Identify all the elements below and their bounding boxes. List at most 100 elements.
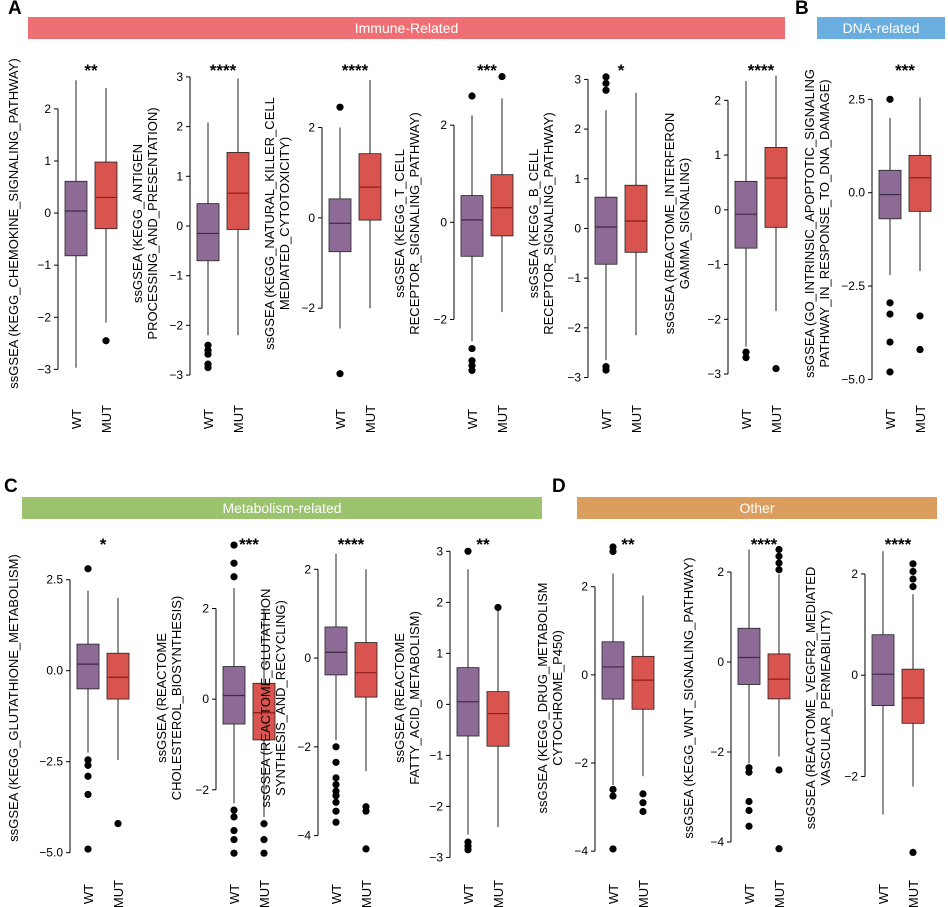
significance-stars: **** xyxy=(338,535,365,554)
wt-box xyxy=(76,643,100,690)
y-tick-label: −1 xyxy=(429,748,443,762)
significance-stars: ** xyxy=(621,535,635,554)
y-tick-label: 2 xyxy=(308,121,315,135)
wt-category-label: WT xyxy=(742,884,757,904)
mut-box xyxy=(631,655,655,710)
significance-stars: *** xyxy=(895,61,915,80)
mut-outlier xyxy=(775,566,783,574)
wt-outlier xyxy=(230,806,238,814)
y-tick-label: 0 xyxy=(581,668,588,682)
wt-outlier xyxy=(332,792,340,800)
panel-letter-c: C xyxy=(4,476,18,497)
y-tick-label: 2 xyxy=(717,565,724,579)
wt-category-label: WT xyxy=(599,409,614,429)
y-tick-label: −2 xyxy=(169,318,183,332)
y-tick-label: −2 xyxy=(297,740,311,754)
y-axis-label: ssGSEA (KEGG_ANTIGEN xyxy=(130,144,145,303)
y-axis-label: ssGSEA (KEGG_DRUG_METABOLISM xyxy=(535,583,550,814)
wt-outlier xyxy=(336,103,344,111)
boxplot-chemokine: −3 −2 −1 0 1 2 ssGSEA (KEGG_CHEMOKINE_SIGNALIN… xyxy=(6,58,118,433)
wt-outlier xyxy=(332,807,340,815)
wt-outlier xyxy=(230,573,238,581)
y-tick-label: 3 xyxy=(574,72,581,86)
mut-outlier xyxy=(260,849,268,857)
y-tick-label: 2 xyxy=(851,567,858,581)
mut-outlier xyxy=(916,312,924,320)
wt-outlier xyxy=(602,73,610,81)
mut-category-label: MUT xyxy=(363,405,378,433)
mut-box xyxy=(106,652,130,700)
wt-box xyxy=(64,180,88,257)
wt-category-label: WT xyxy=(606,884,621,904)
boxplot-nk-cytotoxicity: −2 0 2 ssGSEA (KEGG_NATURAL_KILLER_CELL MEDI… xyxy=(262,61,382,433)
wt-outlier xyxy=(886,338,894,346)
wt-outlier xyxy=(468,344,476,353)
mut-category-label: MUT xyxy=(636,880,651,907)
mut-box xyxy=(764,147,788,228)
wt-box xyxy=(196,203,220,262)
y-tick-label: −2 xyxy=(195,783,209,797)
wt-outlier xyxy=(602,86,610,94)
y-tick-label: −4 xyxy=(710,835,724,849)
wt-outlier xyxy=(468,366,476,375)
y-axis-label: ssGSEA (KEGG_GLUTATHIONE_METABOLISM) xyxy=(6,554,21,842)
y-axis-label: FATTY_ACID_METABOLISM) xyxy=(407,611,422,785)
y-tick-label: 3 xyxy=(436,544,443,558)
mut-category-label: MUT xyxy=(491,880,506,907)
boxplot-glutathion-synthesis: −4 −2 0 2 ssGSEA (REACTOME_GLUTATHION SYNTHES… xyxy=(258,535,378,907)
y-axis-label: ssGSEA (KEGG_T_CELL xyxy=(392,149,407,298)
wt-outlier xyxy=(332,798,340,806)
wt-outlier xyxy=(84,756,92,764)
mut-outlier xyxy=(260,820,268,828)
y-tick-label: −1 xyxy=(169,269,183,283)
y-axis-label: ssGSEA (REACTOME_GLUTATHION xyxy=(258,589,273,808)
wt-outlier xyxy=(204,350,212,358)
wt-outlier xyxy=(745,822,753,830)
y-tick-label: 2 xyxy=(202,602,209,616)
mut-box xyxy=(490,174,514,237)
y-tick-label: 0 xyxy=(308,211,315,225)
boxplot-wnt-signaling: −4 −2 0 2 ssGSEA (KEGG_WNT_SIGNALING_PATHWAY… xyxy=(681,535,791,907)
mut-category-label: MUT xyxy=(257,880,272,907)
significance-stars: ** xyxy=(476,535,490,554)
mut-category-label: MUT xyxy=(111,880,126,907)
y-tick-label: 1 xyxy=(574,172,581,186)
y-tick-label: −2 xyxy=(844,769,858,783)
y-tick-label: 0 xyxy=(44,206,51,220)
mut-box xyxy=(252,682,276,741)
mut-outlier xyxy=(772,364,780,373)
y-tick-label: −3 xyxy=(707,367,721,381)
y-tick-label: −1 xyxy=(707,258,721,272)
y-axis-label: ssGSEA (KEGG_NATURAL_KILLER_CELL xyxy=(262,97,277,350)
mut-box xyxy=(624,184,648,253)
y-tick-label: 1 xyxy=(436,646,443,660)
panel-letter-a: A xyxy=(8,0,22,19)
mut-outlier xyxy=(639,807,647,816)
wt-box xyxy=(328,198,352,253)
y-tick-label: 2 xyxy=(574,122,581,136)
wt-box xyxy=(324,626,348,676)
mut-category-label: MUT xyxy=(769,405,784,433)
y-tick-label: −3 xyxy=(169,368,183,382)
mut-outlier xyxy=(494,603,502,612)
mut-category-label: MUT xyxy=(231,405,246,433)
y-tick-label: −4 xyxy=(297,829,311,843)
y-axis-label: CYTOCHROME_P450) xyxy=(550,630,565,766)
wt-category-label: WT xyxy=(461,884,476,904)
mut-box xyxy=(94,161,118,230)
mut-box xyxy=(486,691,510,747)
banner-dna-related: DNA-related xyxy=(817,17,945,39)
mut-box xyxy=(226,152,250,230)
mut-category-label: MUT xyxy=(99,405,114,433)
wt-category-label: WT xyxy=(465,409,480,429)
wt-outlier xyxy=(886,368,894,376)
banner-other: Other xyxy=(577,497,937,519)
y-tick-label: 2 xyxy=(440,118,447,132)
y-tick-label: 0 xyxy=(436,697,443,711)
mut-category-label: MUT xyxy=(495,405,510,433)
boxplot-antigen-processing: −3 −2 −1 0 1 2 3 ssGSEA (KEGG_ANTIGEN PROCESSING… xyxy=(130,61,250,433)
wt-category-label: WT xyxy=(883,409,898,429)
y-axis-label: ssGSEA (REACTOME_VEGFR2_MEDIATED xyxy=(803,567,818,829)
mut-outlier xyxy=(909,575,917,583)
y-tick-label: 1 xyxy=(176,169,183,183)
